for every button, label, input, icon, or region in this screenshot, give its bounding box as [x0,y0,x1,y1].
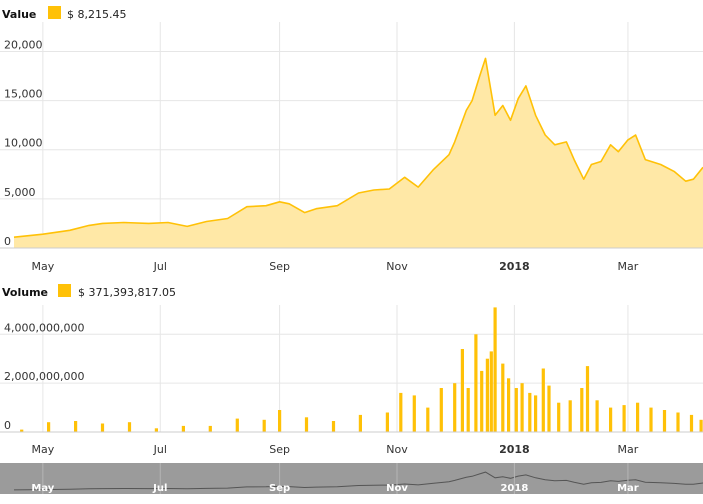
volume-bar [181,425,185,432]
volume-legend-swatch [58,284,71,297]
volume-legend-label: Volume [2,286,48,299]
volume-bar [426,407,430,432]
volume-bar [278,410,282,432]
value-y-tick-label: 10,000 [4,137,43,150]
navigator-label: Sep [269,483,290,494]
value-grid [0,22,703,249]
volume-bar [595,400,599,433]
volume-bar [100,423,105,432]
volume-bar [331,421,336,432]
value-y-tick-label: 20,000 [4,38,43,51]
volume-bar [568,400,572,433]
volume-bar [609,407,613,432]
volume-bar [74,421,78,432]
volume-y-tick-label: 2,000,000,000 [4,370,84,383]
volume-bar [493,307,497,432]
volume-x-tick-label: Nov [386,443,408,456]
volume-bar [520,383,524,432]
navigator-label: Mar [617,483,639,494]
value-x-tick-label: May [31,260,54,273]
value-x-tick-label: 2018 [499,260,530,273]
navigator[interactable]: May Jul Sep Nov 2018 Mar [0,463,703,494]
volume-bar [480,370,484,432]
volume-y-tick-label: 4,000,000,000 [4,321,84,334]
volume-bar [699,419,703,432]
volume-bar [399,392,403,432]
volume-bar [47,422,51,432]
volume-bar [412,395,416,432]
volume-bar [385,412,389,432]
volume-bar [127,422,132,432]
volume-x-tick-label: Sep [269,443,290,456]
volume-bar [460,349,464,432]
volume-bar [439,388,443,432]
volume-x-tick-label: Jul [153,443,167,456]
value-y-tick-label: 0 [4,235,11,248]
value-legend-swatch [48,6,61,19]
navigator-background [0,463,703,494]
volume-bar [304,417,309,432]
volume-bar [541,368,545,432]
volume-bar [557,402,561,432]
volume-bar [358,414,362,432]
navigator-series-line [13,471,703,491]
value-x-tick-label: Jul [153,260,167,273]
volume-bar [474,334,478,432]
volume-bar [514,388,518,432]
volume-x-axis: May Jul Sep Nov 2018 Mar [31,443,638,456]
value-x-tick-label: Sep [269,260,290,273]
volume-legend-value: $ 371,393,817.05 [78,286,176,299]
volume-bar [622,405,626,432]
volume-bar [485,358,489,432]
navigator-label: May [31,483,54,494]
value-y-tick-label: 15,000 [4,88,43,101]
value-area-fill [14,58,703,249]
volume-bar [676,412,680,432]
volume-bar [501,363,505,432]
volume-bar [534,395,538,432]
value-x-tick-label: Nov [386,260,408,273]
navigator-label: Jul [152,483,167,494]
value-x-tick-label: Mar [618,260,639,273]
volume-bar [649,407,653,432]
value-x-axis: May Jul Sep Nov 2018 Mar [31,260,638,273]
volume-bar [547,385,551,432]
value-legend-label: Value [2,8,36,21]
value-area [0,57,703,249]
volume-x-tick-label: 2018 [499,443,530,456]
value-y-tick-label: 5,000 [4,186,36,199]
volume-bar [235,418,239,432]
volume-bar [262,419,266,432]
volume-x-tick-label: Mar [618,443,639,456]
value-legend-value: $ 8,215.45 [67,8,126,21]
value-y-axis: 0 5,000 10,000 15,000 20,000 [4,38,43,248]
volume-bar [466,388,470,432]
volume-bar [662,410,667,432]
volume-bar [453,383,457,432]
volume-bar [507,378,511,432]
volume-y-axis: 0 2,000,000,000 4,000,000,000 [4,321,84,432]
volume-bars [0,307,703,433]
volume-bar [489,351,493,432]
volume-x-tick-label: May [31,443,54,456]
navigator-label: Nov [386,483,408,494]
value-series-line [13,57,703,238]
volume-bar [585,366,590,432]
volume-bar [20,429,24,432]
volume-y-tick-label: 0 [4,419,11,432]
volume-bar [636,402,640,432]
volume-bar [580,388,584,432]
volume-bar [689,414,694,432]
volume-bar [208,425,212,432]
volume-bar [154,428,158,432]
volume-bar [528,392,532,432]
navigator-label: 2018 [500,483,528,494]
